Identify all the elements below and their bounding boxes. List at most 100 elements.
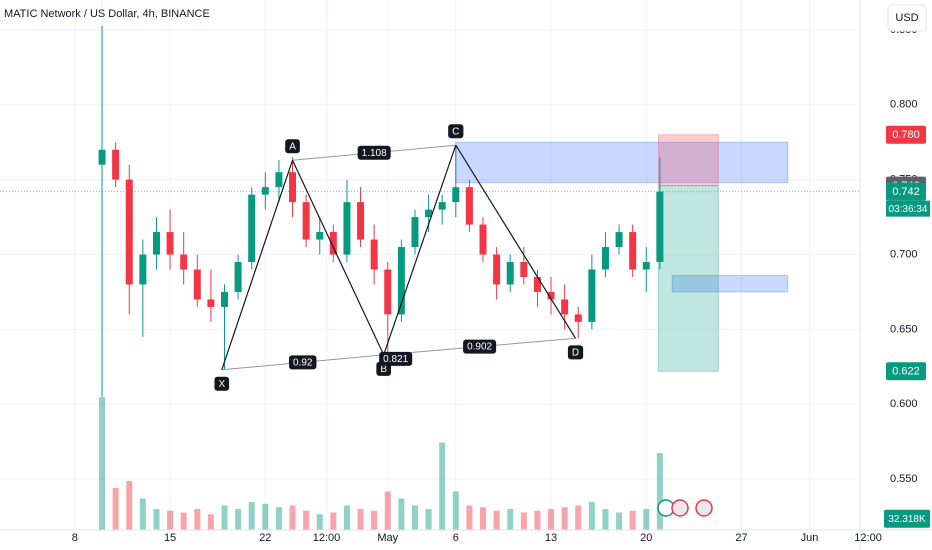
candle-body bbox=[411, 217, 419, 248]
volume-bar bbox=[99, 397, 106, 530]
candle-body bbox=[152, 232, 160, 255]
candle-body bbox=[234, 262, 242, 292]
pattern-point-label: D bbox=[572, 348, 579, 359]
symbol-title: MATIC Network / US Dollar, 4h, BINANCE bbox=[4, 8, 210, 20]
candle-body bbox=[316, 232, 324, 240]
volume-bar bbox=[480, 507, 487, 530]
zones bbox=[0, 134, 860, 372]
candle-body bbox=[370, 239, 378, 270]
volume-bar bbox=[316, 514, 323, 530]
candle-body bbox=[384, 269, 392, 315]
volume-bar bbox=[126, 481, 133, 530]
ratio-label: 1.108 bbox=[362, 148, 387, 159]
volume-bar bbox=[262, 503, 269, 530]
volume-bar bbox=[289, 505, 296, 530]
zone bbox=[455, 141, 789, 184]
candle-body bbox=[438, 202, 446, 210]
x-tick-label: 12:00 bbox=[854, 532, 882, 544]
y-tick-label: 0.650 bbox=[890, 323, 918, 335]
volume-bar bbox=[520, 512, 527, 530]
candle-body bbox=[302, 202, 310, 240]
ratio-label-group: 0.92 bbox=[288, 355, 317, 370]
pattern-point-label-bg bbox=[285, 139, 300, 154]
volume-bar bbox=[575, 505, 582, 530]
price-badge bbox=[886, 362, 926, 381]
price-badge-label: 0.622 bbox=[892, 366, 920, 378]
candle-body bbox=[207, 299, 215, 307]
x-tick-label: Jun bbox=[801, 532, 819, 544]
zone bbox=[658, 134, 719, 187]
candle-body bbox=[588, 269, 596, 322]
ratio-label-group: 1.108 bbox=[357, 145, 391, 160]
candle-body bbox=[601, 247, 609, 270]
x-tick-label: 27 bbox=[735, 532, 747, 544]
volume-bar bbox=[112, 488, 119, 530]
volume-bar bbox=[439, 442, 446, 530]
price-badge bbox=[886, 182, 926, 201]
volume-bar bbox=[248, 502, 255, 530]
candle-body bbox=[493, 254, 501, 285]
y-tick-label: 0.800 bbox=[890, 99, 918, 111]
volume-bar bbox=[371, 510, 378, 530]
volume-bar bbox=[153, 509, 160, 530]
y-tick-label: 0.550 bbox=[890, 473, 918, 485]
ratio-label: 0.821 bbox=[383, 354, 408, 365]
ratio-label-bg bbox=[288, 355, 317, 370]
icon[interactable] bbox=[671, 499, 689, 517]
candle-body bbox=[248, 194, 256, 263]
countdown-badge bbox=[886, 200, 930, 217]
x-tick-label: 22 bbox=[259, 532, 271, 544]
candle-body bbox=[139, 254, 147, 285]
zone bbox=[658, 185, 719, 372]
pattern-point-label-group: A bbox=[285, 139, 300, 154]
ratio-label-group: 0.821 bbox=[379, 351, 413, 366]
pattern: X A B C D 1.108 0.92 0.821 0.902 bbox=[214, 124, 584, 391]
price-badge-label: 0.780 bbox=[892, 129, 920, 141]
candle-body bbox=[465, 187, 473, 225]
candle-body bbox=[452, 187, 460, 203]
y-tick-label: 0.600 bbox=[890, 398, 918, 410]
volume bbox=[99, 397, 663, 530]
ratio-label-group: 0.902 bbox=[463, 339, 497, 354]
candle-body bbox=[193, 269, 201, 300]
x-tick-label: 15 bbox=[164, 532, 176, 544]
volume-bar bbox=[643, 509, 650, 530]
volume-bar bbox=[343, 505, 350, 530]
volume-bar bbox=[139, 498, 146, 530]
volume-bar bbox=[398, 498, 405, 530]
candle-body bbox=[329, 232, 337, 255]
x-tick-label: May bbox=[377, 532, 398, 544]
pattern-leg bbox=[291, 159, 385, 356]
volume-badge bbox=[884, 509, 930, 528]
volume-bar bbox=[357, 509, 364, 530]
pattern-leg bbox=[455, 144, 577, 339]
pattern-point-label-bg bbox=[567, 345, 584, 360]
candle-body bbox=[125, 179, 133, 285]
volume-bar bbox=[548, 509, 555, 530]
candle-body bbox=[561, 299, 569, 315]
icon[interactable] bbox=[695, 499, 713, 517]
x-tick-label: 20 bbox=[640, 532, 652, 544]
currency-button[interactable] bbox=[887, 4, 927, 32]
pattern-leg bbox=[383, 145, 457, 356]
ratio-label-bg bbox=[463, 339, 497, 354]
header-bg bbox=[0, 0, 240, 26]
pattern-point-label: C bbox=[452, 126, 459, 137]
pattern-point-label-bg bbox=[448, 124, 464, 139]
ratio-label: 0.902 bbox=[467, 342, 492, 353]
candle-body bbox=[615, 232, 623, 248]
volume-bar bbox=[330, 512, 337, 530]
candles bbox=[98, 0, 664, 397]
volume-bar bbox=[221, 505, 228, 530]
candle-body bbox=[479, 224, 487, 255]
volume-bar bbox=[180, 512, 187, 530]
candle-body bbox=[397, 247, 405, 315]
zone bbox=[671, 274, 789, 293]
volume-bar bbox=[167, 510, 174, 530]
volume-bar bbox=[602, 509, 609, 530]
candle-body bbox=[112, 149, 120, 180]
volume-bar bbox=[303, 510, 310, 530]
x-tick-label: 6 bbox=[453, 532, 459, 544]
